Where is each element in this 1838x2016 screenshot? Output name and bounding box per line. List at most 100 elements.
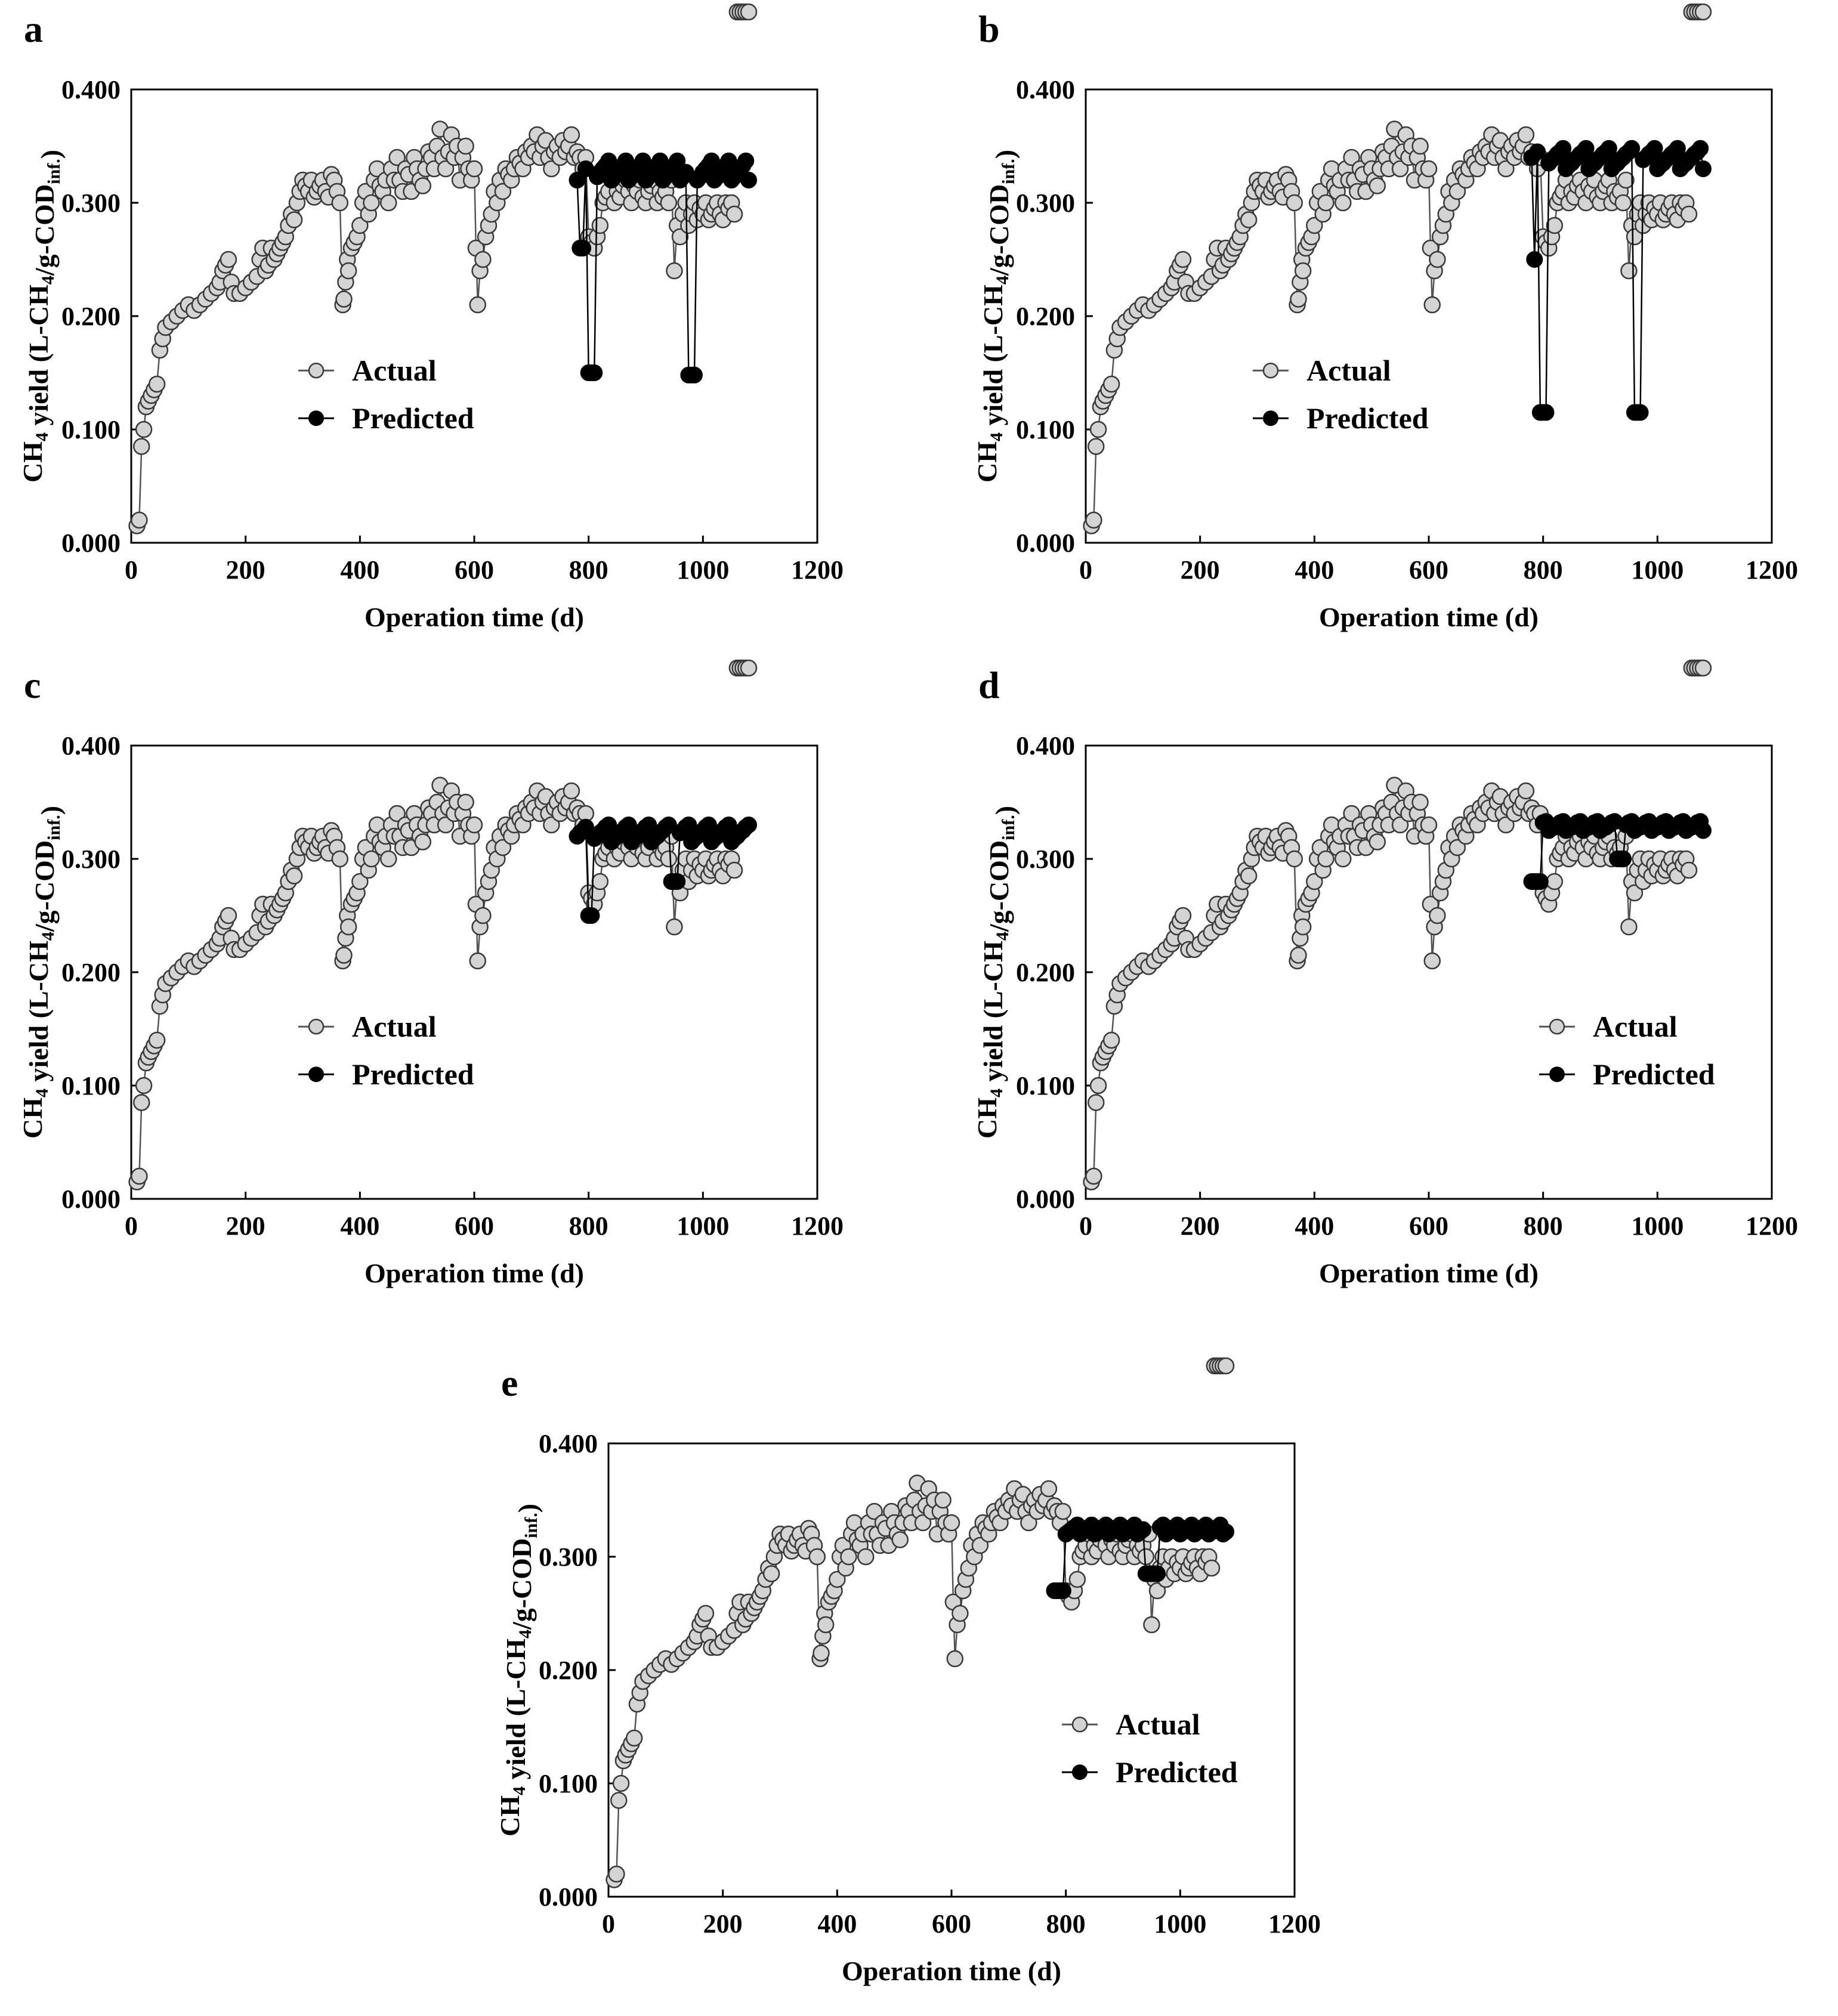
- y-tick-label: 0.100: [539, 1769, 598, 1798]
- actual-point: [1174, 251, 1192, 268]
- x-axis-title: Operation time (d): [364, 1258, 584, 1288]
- actual-point: [388, 805, 406, 823]
- plot-frame: [607, 1442, 1296, 1898]
- predicted-point: [1054, 1582, 1071, 1599]
- actual-point: [148, 375, 166, 393]
- actual-point: [220, 907, 237, 924]
- y-tick-label: 0.300: [1016, 188, 1075, 218]
- actual-point: [891, 1531, 909, 1548]
- predicted-point: [1149, 1565, 1166, 1582]
- actual-point: [335, 947, 353, 964]
- actual-point: [660, 850, 678, 868]
- y-tick-label: 0.200: [61, 958, 121, 987]
- predicted-point: [660, 817, 677, 833]
- actual-point: [1620, 918, 1638, 936]
- predicted-point: [586, 364, 603, 381]
- actual-point: [457, 137, 474, 155]
- legend-actual-label: Actual: [1593, 1010, 1678, 1043]
- actual-point: [1085, 1167, 1102, 1185]
- actual-point: [1429, 907, 1446, 924]
- predicted-point: [1577, 140, 1595, 157]
- actual-point: [1089, 420, 1107, 438]
- chart-panel-a: a 0.000 0.100 0.200 0.300 0.400 0 200 400 600 800…: [17, 3, 883, 656]
- actual-point: [1391, 816, 1409, 834]
- actual-point: [1411, 793, 1429, 811]
- actual-point: [1343, 149, 1360, 166]
- legend-actual-label: Actual: [352, 1010, 437, 1043]
- actual-point: [285, 867, 303, 885]
- actual-point: [1680, 861, 1698, 879]
- actual-point: [1317, 194, 1335, 212]
- actual-point: [1546, 217, 1564, 234]
- actual-point: [1391, 160, 1409, 178]
- actual-point: [1517, 126, 1535, 144]
- actual-point: [563, 126, 580, 144]
- y-tick-label: 0.400: [1016, 75, 1075, 104]
- y-tick-label: 0.000: [1016, 1185, 1075, 1214]
- actual-point: [1040, 1480, 1058, 1498]
- actual-point: [133, 1094, 150, 1111]
- actual-point: [469, 296, 486, 314]
- actual-point: [469, 952, 486, 970]
- actual-point: [494, 839, 512, 857]
- x-axis-title: Operation time (d): [1319, 1258, 1539, 1288]
- legend-actual-marker: [1549, 1018, 1565, 1035]
- actual-point: [1137, 1548, 1155, 1566]
- actual-point: [563, 782, 580, 800]
- x-tick-label: 0: [602, 1909, 615, 1938]
- actual-point: [1448, 183, 1466, 200]
- predicted-point: [1529, 143, 1546, 160]
- y-tick-label: 0.300: [1016, 845, 1075, 874]
- y-tick-label: 0.000: [61, 528, 121, 558]
- panel-label-b: b: [978, 8, 1000, 50]
- y-axis-title: CH4 yield (L-CH4/g-CODinf.): [495, 1504, 543, 1836]
- actual-point: [474, 251, 492, 268]
- x-tick-label: 1000: [1631, 555, 1683, 585]
- actual-point: [1343, 805, 1360, 823]
- legend-actual-label: Actual: [1116, 1708, 1200, 1741]
- actual-point: [474, 907, 492, 924]
- x-tick-label: 600: [455, 1211, 494, 1241]
- actual-point: [1102, 375, 1120, 393]
- actual-point: [1294, 918, 1312, 936]
- legend-actual-marker: [308, 1018, 325, 1035]
- y-tick-label: 0.300: [61, 845, 121, 874]
- predicted-point: [1623, 140, 1641, 157]
- predicted-point: [685, 366, 703, 384]
- legend-predicted-label: Predicted: [1593, 1058, 1715, 1091]
- legend-predicted-label: Predicted: [1116, 1755, 1238, 1789]
- actual-point: [133, 438, 150, 455]
- actual-point: [1517, 782, 1535, 800]
- legend-actual-label: Actual: [352, 354, 437, 387]
- actual-point: [1497, 816, 1515, 834]
- actual-point: [1054, 1502, 1072, 1520]
- y-axis-title: CH4 yield (L-CH4/g-CODinf.): [972, 150, 1020, 483]
- actual-point: [914, 1514, 932, 1532]
- actual-point: [1497, 160, 1515, 178]
- x-tick-label: 1200: [791, 555, 844, 585]
- x-axis-title: Operation time (d): [1319, 602, 1539, 632]
- actual-point: [331, 850, 349, 868]
- actual-point: [1217, 1357, 1235, 1375]
- actual-point: [946, 1650, 963, 1668]
- x-tick-label: 800: [1524, 1211, 1563, 1241]
- y-tick-label: 0.400: [539, 1429, 598, 1458]
- chart-svg-d: 0.000 0.100 0.200 0.300 0.400 0 200 400 600 800 10…: [972, 659, 1798, 1288]
- predicted-point: [669, 873, 686, 890]
- x-tick-label: 1000: [1631, 1211, 1683, 1241]
- actual-point: [414, 177, 431, 194]
- x-tick-label: 600: [455, 555, 494, 585]
- chart-panel-e: e 0.000 0.100 0.200 0.300 0.400 0 200 400 600 800…: [495, 1357, 1360, 2010]
- legend-actual-marker: [1071, 1716, 1088, 1733]
- y-tick-label: 0.000: [1016, 528, 1075, 558]
- actual-point: [1240, 867, 1258, 885]
- predicted-point: [1555, 140, 1572, 157]
- predicted-point: [1600, 140, 1617, 157]
- predicted-point: [1646, 140, 1663, 157]
- actual-point: [1420, 160, 1438, 178]
- actual-point: [220, 251, 237, 268]
- actual-point: [1088, 1094, 1105, 1111]
- actual-point: [866, 1502, 883, 1520]
- x-tick-label: 400: [817, 1909, 857, 1938]
- actual-point: [1085, 511, 1102, 529]
